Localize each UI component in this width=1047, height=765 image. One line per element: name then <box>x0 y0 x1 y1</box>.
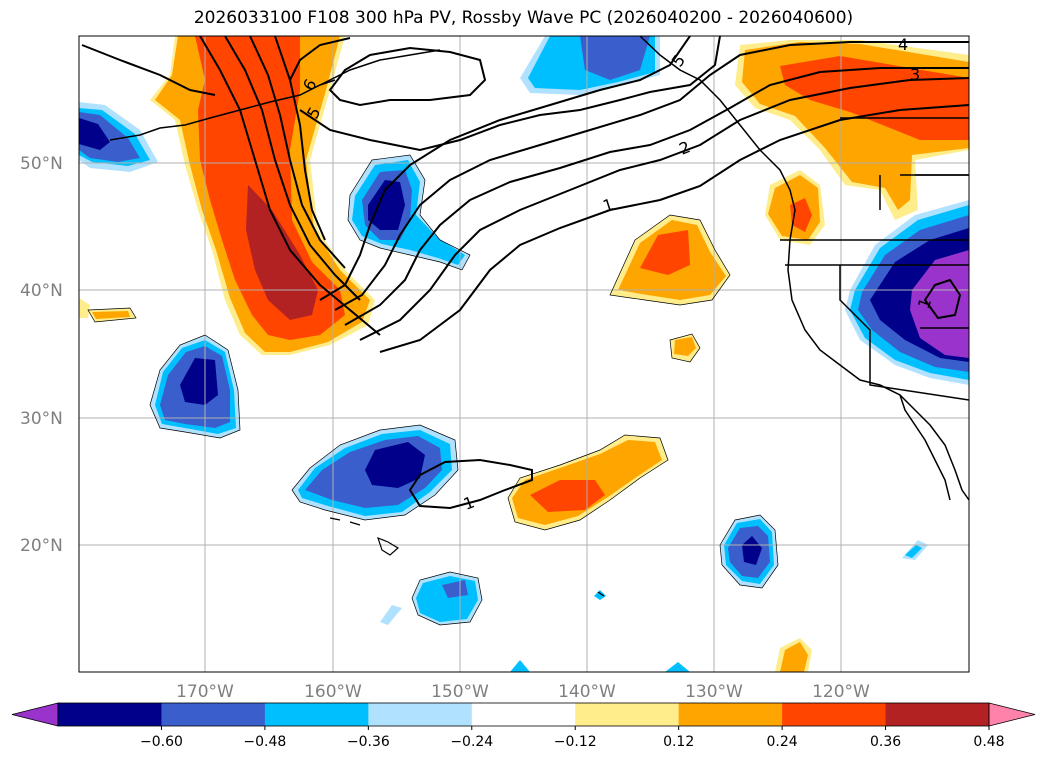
colorbar-segment <box>885 703 990 726</box>
colorbar-tick-label: −0.24 <box>450 734 493 750</box>
negative-anomaly-central <box>150 335 240 438</box>
lon-label-130w: 130°W <box>685 682 743 702</box>
negative-anomaly-gulf <box>348 155 470 270</box>
thin-contours <box>87 154 779 626</box>
tiny-blob-1 <box>380 605 402 625</box>
lat-label-50n: 50°N <box>20 154 63 174</box>
contour-label-4: 4 <box>898 35 908 54</box>
colorbar-tick-label: −0.12 <box>554 734 597 750</box>
graticule <box>79 36 969 672</box>
colorbar-tick-label: 0.24 <box>767 734 798 750</box>
latitude-labels: 50°N 40°N 30°N 20°N <box>20 154 63 556</box>
lon-label-160w: 160°W <box>304 682 362 702</box>
lon-label-150w: 150°W <box>431 682 489 702</box>
colorbar-tick-label: 0.36 <box>870 734 901 750</box>
tiny-blob-3 <box>905 545 922 558</box>
colorbar-segment <box>678 703 783 726</box>
negative-anomaly-south <box>412 572 482 625</box>
map-panel: 1 2 3 4 5 6 5 1 1 <box>79 35 969 672</box>
colorbar-segment <box>368 703 473 726</box>
pv-contours <box>81 36 969 510</box>
negative-anomaly-north <box>520 36 660 95</box>
map-frame <box>78 35 970 673</box>
lat-label-30n: 30°N <box>20 409 63 429</box>
colorbar-extend-high <box>988 702 1036 727</box>
negative-anomaly-southwest-us <box>845 200 969 385</box>
negative-anomaly-dateline <box>79 102 158 172</box>
lon-label-120w: 120°W <box>812 682 870 702</box>
colorbar-extend-low <box>11 702 59 727</box>
colorbar-tick-label: −0.60 <box>140 734 183 750</box>
colorbar-tick-label: 0.48 <box>973 734 1004 750</box>
colorbar: −0.60 −0.48 −0.36 −0.24 −0.12 0.12 0.24 0.36 0.4… <box>11 702 1036 750</box>
islands <box>329 517 605 597</box>
negative-anomaly-east <box>720 515 778 588</box>
colorbar-segment <box>264 703 369 726</box>
lat-label-40n: 40°N <box>20 281 63 301</box>
longitude-labels: 170°W 160°W 150°W 140°W 130°W 120°W <box>176 682 870 702</box>
colorbar-frame <box>57 702 990 727</box>
colorbar-tick-label: −0.48 <box>243 734 286 750</box>
tiny-blob-4 <box>594 590 606 600</box>
contour-label-3: 3 <box>910 65 920 84</box>
colorbar-segment <box>782 703 887 726</box>
colorbar-segment <box>471 703 576 726</box>
lon-label-170w: 170°W <box>176 682 234 702</box>
colorbar-segment <box>161 703 266 726</box>
positive-anomaly-midpacific <box>610 215 730 305</box>
lon-label-140w: 140°W <box>558 682 616 702</box>
colorbar-tick-label: −0.36 <box>347 734 390 750</box>
positive-anomaly-bottom <box>775 638 812 672</box>
coastlines <box>109 36 969 501</box>
map-title: 2026033100 F108 300 hPa PV, Rossby Wave … <box>193 8 854 28</box>
lat-label-20n: 20°N <box>20 536 63 556</box>
colorbar-segment <box>575 703 680 726</box>
colorbar-tick-label: 0.12 <box>663 734 694 750</box>
positive-anomaly-small <box>670 334 700 362</box>
tiny-blob-5 <box>510 660 530 672</box>
tiny-blob-6 <box>665 662 690 672</box>
colorbar-segment <box>58 703 162 726</box>
positive-anomaly-west <box>79 298 136 322</box>
